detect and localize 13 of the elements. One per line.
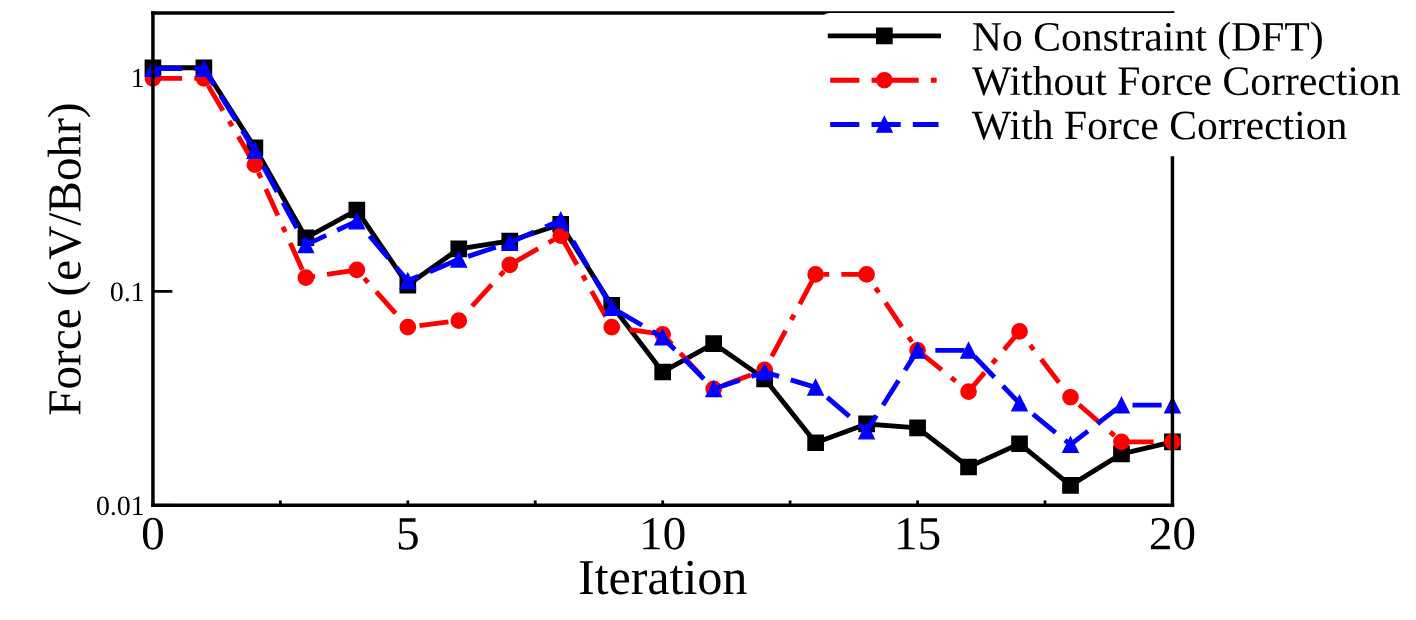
- x-tick-label: 10: [643, 517, 685, 550]
- x-tick-label: 0: [142, 517, 163, 550]
- legend-label: With Force Correction: [971, 110, 1347, 140]
- y-tick-label: 0.01: [97, 496, 143, 516]
- y-tick-label: 0.1: [110, 282, 143, 302]
- y-axis-title: Force (eV/Bohr): [47, 104, 91, 415]
- y-tick-label: 1: [133, 68, 143, 88]
- x-tick-label: 15: [898, 518, 940, 550]
- legend-label: Without Force Correction: [971, 65, 1401, 96]
- x-axis-title: Iteration: [579, 560, 747, 595]
- legend-label: No Constraint (DFT): [973, 21, 1322, 60]
- x-tick-label: 5: [398, 518, 418, 550]
- x-tick-label: 20: [1150, 517, 1195, 550]
